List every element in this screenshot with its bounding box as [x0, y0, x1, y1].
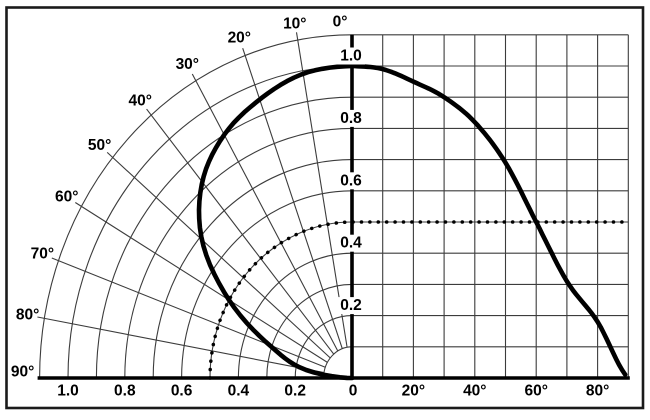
polar-grid-radial-line: [106, 151, 331, 359]
x-axis-label: 40°: [463, 383, 486, 400]
polar-grid-arc: [95, 96, 353, 379]
value-scale-label: 0.2: [340, 297, 362, 314]
polar-grid-arc: [181, 190, 353, 379]
polar-grid-radial-line: [191, 73, 339, 352]
value-scale-label: 0.6: [340, 172, 362, 189]
radial-scale-label: 1.0: [57, 383, 79, 400]
value-label-bg: [337, 109, 365, 127]
value-label-bg: [337, 172, 365, 190]
polar-grid-radial-line: [295, 32, 348, 348]
polar-grid-arc: [266, 283, 353, 379]
polar-grid-radial-line: [37, 316, 325, 374]
value-scale-label: 0.4: [340, 235, 362, 252]
radial-scale-label: 0.6: [171, 383, 193, 400]
x-axis-label: 80°: [586, 383, 609, 400]
x-axis-label: 20°: [402, 383, 425, 400]
angle-label: 60°: [55, 189, 78, 206]
angle-label: 20°: [228, 29, 251, 46]
polar-grid-radial-line: [75, 202, 328, 363]
polar-grid-arc: [237, 252, 353, 379]
radial-scale-label: 0.4: [228, 383, 250, 400]
angle-label: 0°: [333, 14, 348, 31]
value-label-bg: [337, 47, 365, 65]
value-label-bg: [337, 234, 365, 252]
angle-label: 30°: [176, 56, 199, 73]
angle-label: 80°: [16, 307, 39, 324]
pattern-curve-rect: [349, 63, 628, 377]
half-power-level-line: [208, 220, 631, 380]
polar-grid-radial-line: [146, 108, 335, 355]
angle-label: 10°: [283, 16, 306, 33]
value-scale-label: 1.0: [340, 48, 362, 65]
polar-grid-arc: [152, 159, 353, 379]
polar-grid-arc: [39, 34, 353, 379]
polar-grid-arc: [124, 127, 353, 379]
radial-scale-label: 0.8: [114, 383, 136, 400]
x-axis-label: 60°: [524, 383, 547, 400]
polar-grid-radial-line: [51, 257, 326, 368]
value-scale-label: 0.8: [340, 110, 362, 127]
angle-label: 70°: [31, 246, 54, 263]
angle-label: 90°: [11, 364, 34, 381]
polar-grid-arc: [67, 65, 353, 379]
value-label-bg: [337, 297, 365, 315]
radial-scale-label: 0.2: [284, 383, 306, 400]
origin-label: 0: [349, 383, 358, 400]
pattern-curve-polar: [196, 63, 355, 381]
angle-label: 50°: [88, 137, 111, 154]
figure-border: [5, 6, 645, 410]
angle-label: 40°: [128, 92, 151, 109]
